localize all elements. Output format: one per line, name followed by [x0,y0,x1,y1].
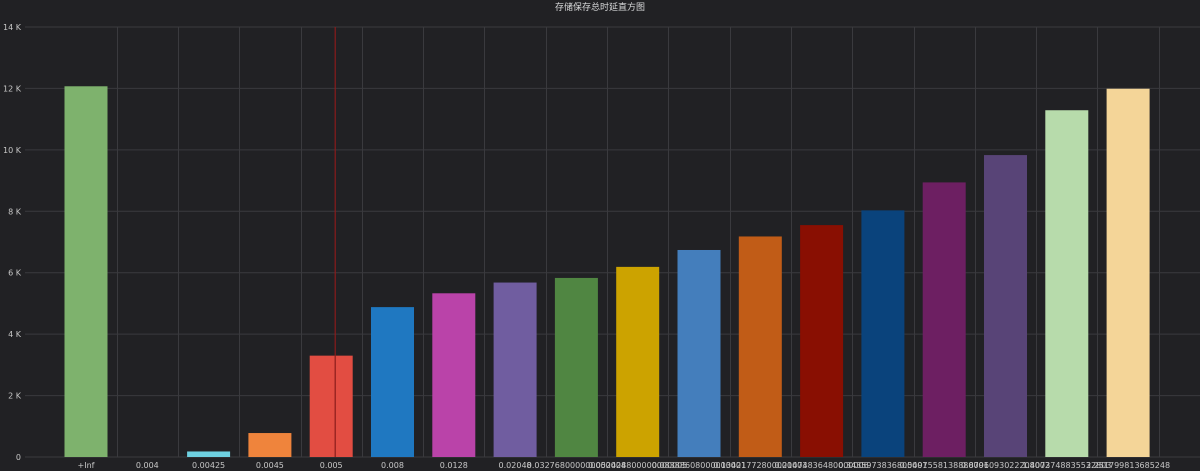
y-tick-label: 12 K [3,84,22,93]
x-tick-label: +Inf [78,461,95,470]
bar [309,355,353,457]
y-tick-label: 4 K [8,330,22,339]
bar [616,266,660,457]
bar [1045,110,1089,457]
bar [677,249,721,457]
x-tick-label: 0.13421772800000003 [713,461,807,470]
x-tick-label: 0.02048 [499,461,532,470]
x-tick-label: 2.251799813685248 [1086,461,1170,470]
bar [800,225,844,457]
bar [187,451,231,457]
bar [1106,88,1150,457]
bar [64,86,108,458]
bar [493,282,537,457]
x-tick-label: 0.004 [136,461,159,470]
x-tick-label: 0.0128 [440,461,468,470]
x-tick-label: 0.5497558138880001 [900,461,989,470]
x-tick-label: 1.4073748835532803 [1022,461,1111,470]
x-axis: +Inf 0.004 0.00425 0.0045 0.005 0.008 0.0128 0.… [78,461,1171,470]
x-tick-label: 0.052428800000000005 [588,461,687,470]
y-axis: 0 2 K 4 K 6 K 8 K 10 K 12 K 14 K [3,23,22,462]
y-tick-label: 8 K [8,207,22,216]
x-tick-label: 0.08388608000000001 [652,461,746,470]
x-tick-label: 0.032768000000000004 [527,461,626,470]
bar [371,307,414,457]
y-tick-label: 14 K [3,23,22,32]
x-tick-label: 0.00425 [192,461,225,470]
y-tick-label: 10 K [3,146,22,155]
y-tick-label: 0 [16,453,21,462]
x-tick-label: 0.3435973836800001 [838,461,927,470]
bars [64,27,1150,458]
bar [738,236,782,457]
bar [984,155,1027,458]
grid-lines [25,26,1200,458]
y-tick-label: 2 K [8,392,22,401]
x-tick-label: 0.005 [320,461,343,470]
y-tick-label: 6 K [8,269,22,278]
x-tick-label: 0.008 [381,461,404,470]
x-tick-label: 0.8796093022208002 [961,461,1050,470]
x-tick-label: 0.0045 [256,461,284,470]
bar [922,182,966,457]
x-tick-label: 0.21474836480000006 [775,461,869,470]
bar [554,277,598,457]
bar [248,433,292,457]
bar [432,293,476,457]
chart-title: 存储保存总时延直方图 [555,1,645,13]
bar [861,210,905,457]
